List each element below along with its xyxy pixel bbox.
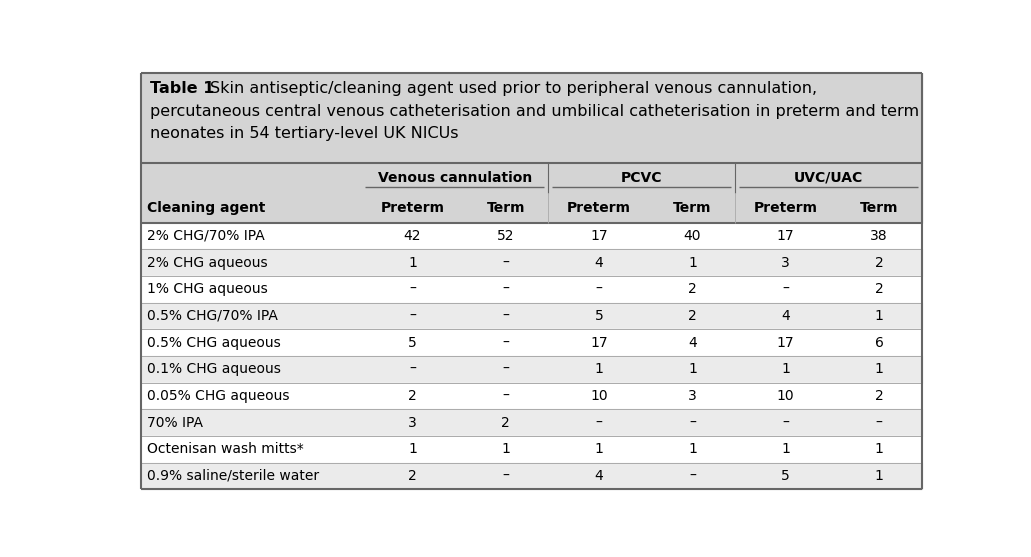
Text: 5: 5 — [595, 309, 603, 323]
Text: –: – — [689, 469, 696, 483]
Text: 4: 4 — [781, 309, 790, 323]
Text: 1: 1 — [874, 469, 884, 483]
Bar — [141, 436, 922, 463]
Text: –: – — [502, 282, 509, 296]
Text: –: – — [502, 362, 509, 377]
Text: 0.5% CHG/70% IPA: 0.5% CHG/70% IPA — [147, 309, 278, 323]
Text: –: – — [689, 416, 696, 429]
Bar — [141, 356, 922, 383]
Text: 1: 1 — [408, 256, 417, 270]
Text: Preterm: Preterm — [567, 201, 631, 214]
Text: 17: 17 — [777, 336, 795, 350]
Text: UVC/UAC: UVC/UAC — [794, 170, 863, 185]
Text: 1: 1 — [688, 442, 697, 456]
Text: 6: 6 — [874, 336, 884, 350]
Text: –: – — [875, 416, 883, 429]
Text: 1: 1 — [688, 362, 697, 377]
Text: 3: 3 — [688, 389, 697, 403]
Text: –: – — [596, 282, 602, 296]
Bar — [141, 383, 922, 409]
Bar — [141, 276, 922, 302]
Text: percutaneous central venous catheterisation and umbilical catheterisation in pre: percutaneous central venous catheterisat… — [151, 104, 920, 119]
Text: 38: 38 — [870, 229, 888, 243]
Text: 4: 4 — [595, 469, 603, 483]
Text: 10: 10 — [777, 389, 795, 403]
Text: –: – — [502, 336, 509, 350]
Text: Preterm: Preterm — [754, 201, 818, 214]
Text: 10: 10 — [591, 389, 608, 403]
Text: 2: 2 — [688, 309, 697, 323]
Bar — [141, 163, 922, 193]
Text: 52: 52 — [497, 229, 514, 243]
Text: Term: Term — [487, 201, 525, 214]
Text: Cleaning agent: Cleaning agent — [147, 201, 266, 214]
Text: Octenisan wash mitts*: Octenisan wash mitts* — [147, 442, 304, 456]
Text: PCVC: PCVC — [621, 170, 662, 185]
Bar — [141, 463, 922, 489]
Text: 2: 2 — [408, 389, 417, 403]
Bar — [141, 329, 922, 356]
Text: 2: 2 — [874, 389, 884, 403]
Text: –: – — [502, 469, 509, 483]
Text: Preterm: Preterm — [380, 201, 444, 214]
Text: 3: 3 — [408, 416, 417, 429]
Text: 1: 1 — [874, 309, 884, 323]
Text: Term: Term — [860, 201, 898, 214]
Text: 17: 17 — [591, 336, 608, 350]
Text: –: – — [409, 362, 415, 377]
Text: 1: 1 — [781, 442, 790, 456]
Text: –: – — [783, 282, 789, 296]
Text: 2% CHG/70% IPA: 2% CHG/70% IPA — [147, 229, 265, 243]
Bar — [141, 302, 922, 329]
Text: 0.1% CHG aqueous: 0.1% CHG aqueous — [147, 362, 281, 377]
Bar — [141, 193, 922, 223]
Text: 2: 2 — [874, 282, 884, 296]
Text: 5: 5 — [408, 336, 417, 350]
Text: 17: 17 — [591, 229, 608, 243]
Text: 2: 2 — [408, 469, 417, 483]
Text: 1: 1 — [688, 256, 697, 270]
Text: 2: 2 — [874, 256, 884, 270]
Text: 1: 1 — [501, 442, 510, 456]
Text: 1: 1 — [595, 442, 603, 456]
Text: 1: 1 — [781, 362, 790, 377]
Text: 4: 4 — [595, 256, 603, 270]
Text: 42: 42 — [404, 229, 421, 243]
Text: 1: 1 — [874, 442, 884, 456]
Text: neonates in 54 tertiary-level UK NICUs: neonates in 54 tertiary-level UK NICUs — [151, 126, 459, 141]
Text: 0.9% saline/sterile water: 0.9% saline/sterile water — [147, 469, 320, 483]
Text: 70% IPA: 70% IPA — [147, 416, 203, 429]
Text: 1: 1 — [595, 362, 603, 377]
Text: 2: 2 — [501, 416, 510, 429]
Text: –: – — [502, 309, 509, 323]
Text: 1% CHG aqueous: 1% CHG aqueous — [147, 282, 268, 296]
Text: 17: 17 — [777, 229, 795, 243]
Text: –: – — [783, 416, 789, 429]
Text: Table 1: Table 1 — [151, 81, 214, 96]
Text: 0.5% CHG aqueous: 0.5% CHG aqueous — [147, 336, 281, 350]
Bar — [141, 250, 922, 276]
Text: 4: 4 — [688, 336, 697, 350]
Text: 5: 5 — [781, 469, 790, 483]
Text: 1: 1 — [874, 362, 884, 377]
Text: –: – — [502, 389, 509, 403]
Text: 1: 1 — [408, 442, 417, 456]
Text: –: – — [596, 416, 602, 429]
Text: –: – — [409, 309, 415, 323]
Text: Venous cannulation: Venous cannulation — [377, 170, 532, 185]
Bar — [141, 409, 922, 436]
Text: Term: Term — [673, 201, 711, 214]
Text: 0.05% CHG aqueous: 0.05% CHG aqueous — [147, 389, 290, 403]
Text: –: – — [409, 282, 415, 296]
Text: 40: 40 — [684, 229, 701, 243]
Bar — [141, 223, 922, 250]
Text: 2% CHG aqueous: 2% CHG aqueous — [147, 256, 268, 270]
Text: 3: 3 — [781, 256, 790, 270]
Text: 2: 2 — [688, 282, 697, 296]
Text: –: – — [502, 256, 509, 270]
Text: Skin antiseptic/cleaning agent used prior to peripheral venous cannulation,: Skin antiseptic/cleaning agent used prio… — [210, 81, 818, 96]
